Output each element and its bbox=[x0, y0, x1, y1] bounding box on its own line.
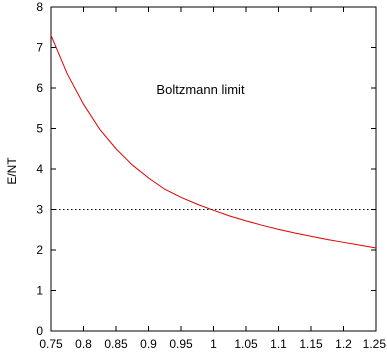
y-tick-label: 0 bbox=[36, 324, 43, 338]
y-tick-label: 1 bbox=[36, 284, 43, 298]
x-tick-label: 1.2 bbox=[335, 337, 352, 351]
plot-frame bbox=[50, 6, 377, 332]
series-layer bbox=[50, 35, 377, 249]
y-tick-label: 5 bbox=[36, 122, 43, 136]
annotation-layer: Boltzmann limit bbox=[156, 82, 245, 97]
y-tick-label: 6 bbox=[36, 81, 43, 95]
x-tick-label: 1 bbox=[210, 337, 217, 351]
x-tick-label: 1.25 bbox=[363, 337, 387, 351]
x-axis-ticks: 0.75 0.8 0.85 0.9 0.95 1 1.05 1.1 1.15 1.2 1.25 bbox=[39, 7, 386, 351]
x-tick-label: 0.85 bbox=[104, 337, 128, 351]
x-tick-label: 1.05 bbox=[234, 337, 258, 351]
series-line bbox=[50, 35, 377, 249]
y-axis-ticks: 0 1 2 3 4 5 6 7 8 bbox=[36, 0, 376, 338]
x-tick-label: 0.9 bbox=[140, 337, 157, 351]
annotation-label: Boltzmann limit bbox=[156, 82, 245, 97]
y-tick-label: 7 bbox=[36, 41, 43, 55]
y-tick-label: 3 bbox=[36, 203, 43, 217]
x-tick-label: 0.8 bbox=[75, 337, 92, 351]
y-tick-label: 2 bbox=[36, 243, 43, 257]
y-tick-label: 4 bbox=[36, 162, 43, 176]
y-tick-label: 8 bbox=[36, 0, 43, 14]
y-axis-label: E/NT bbox=[5, 157, 19, 185]
x-tick-label: 0.75 bbox=[39, 337, 63, 351]
x-tick-label: 1.1 bbox=[270, 337, 287, 351]
x-tick-label: 0.95 bbox=[169, 337, 193, 351]
x-tick-label: 1.15 bbox=[299, 337, 323, 351]
